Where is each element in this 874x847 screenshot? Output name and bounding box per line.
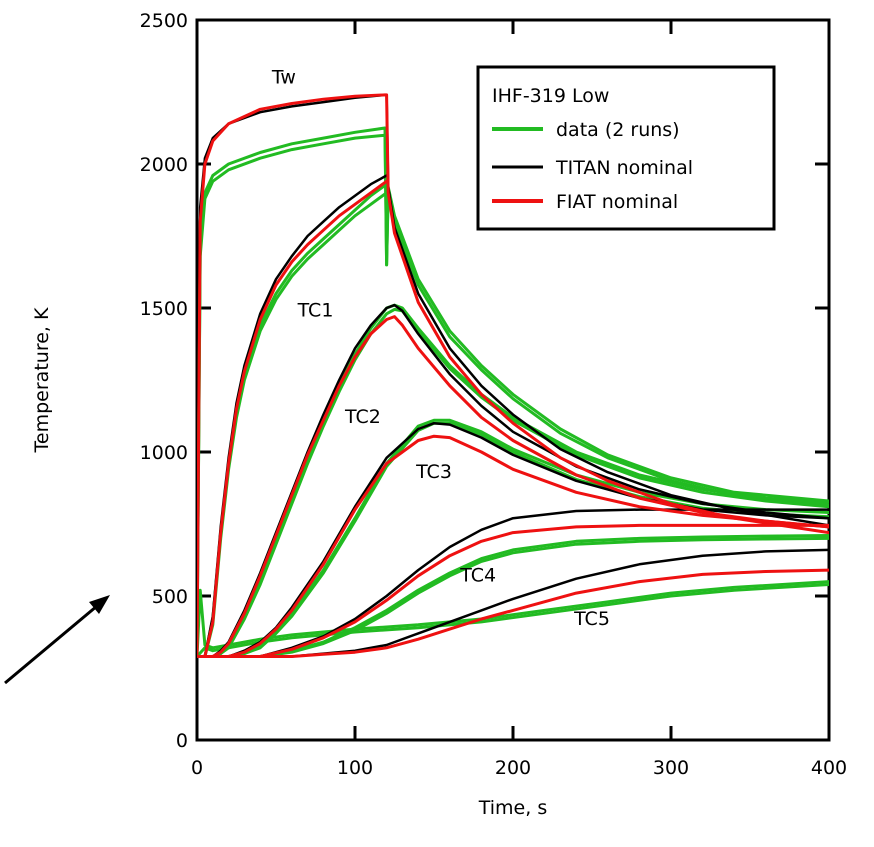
x-tick-label: 0 (191, 757, 203, 779)
curve-label: TC5 (573, 608, 610, 630)
y-tick-label: 2500 (140, 10, 188, 32)
series-line-fiat (197, 523, 829, 658)
curve-label: Tw (271, 66, 296, 88)
curve-label: TC4 (459, 565, 496, 587)
legend: IHF-319 Low data (2 runs) TITAN nominal … (476, 65, 776, 231)
curve-label: TC1 (297, 300, 334, 322)
y-tick-label: 1000 (140, 442, 188, 464)
annotation-arrow (4, 595, 110, 685)
y-axis-ticks: 0 500 1000 1500 2000 2500 (140, 10, 829, 752)
x-axis-title: Time, s (478, 797, 547, 819)
series-line-data (197, 583, 829, 658)
y-tick-label: 2000 (140, 154, 188, 176)
y-tick-label: 500 (152, 586, 188, 608)
y-tick-label: 0 (176, 730, 188, 752)
curve-label: TC2 (344, 406, 381, 428)
series-line-titan (197, 303, 829, 658)
series-line-data (197, 303, 829, 658)
x-axis-ticks: 0 100 200 300 400 (191, 20, 847, 779)
series-line-fiat (197, 179, 389, 658)
legend-label-titan: TITAN nominal (555, 157, 693, 179)
series-line-fiat (197, 315, 829, 658)
legend-title: IHF-319 Low (492, 85, 609, 107)
series-line-fiat (197, 568, 829, 658)
y-tick-label: 1500 (140, 298, 188, 320)
series-line-data (197, 536, 829, 658)
series-line-titan (197, 548, 829, 658)
series-line-fiat (197, 93, 829, 656)
series-layer (197, 93, 829, 658)
legend-label-data: data (2 runs) (556, 119, 680, 141)
series-line-data (197, 307, 829, 658)
x-tick-label: 300 (653, 757, 689, 779)
x-tick-label: 200 (495, 757, 531, 779)
series-line-fiat (197, 434, 829, 658)
series-line-data (197, 133, 829, 656)
x-tick-label: 400 (811, 757, 847, 779)
x-tick-label: 100 (337, 757, 373, 779)
curve-label: TC3 (415, 461, 452, 483)
legend-label-fiat: FIAT nominal (556, 191, 678, 213)
y-axis-title: Temperature, K (31, 307, 53, 453)
curve-labels: Tw TC1 TC2 TC3 TC4 TC5 (271, 66, 610, 629)
